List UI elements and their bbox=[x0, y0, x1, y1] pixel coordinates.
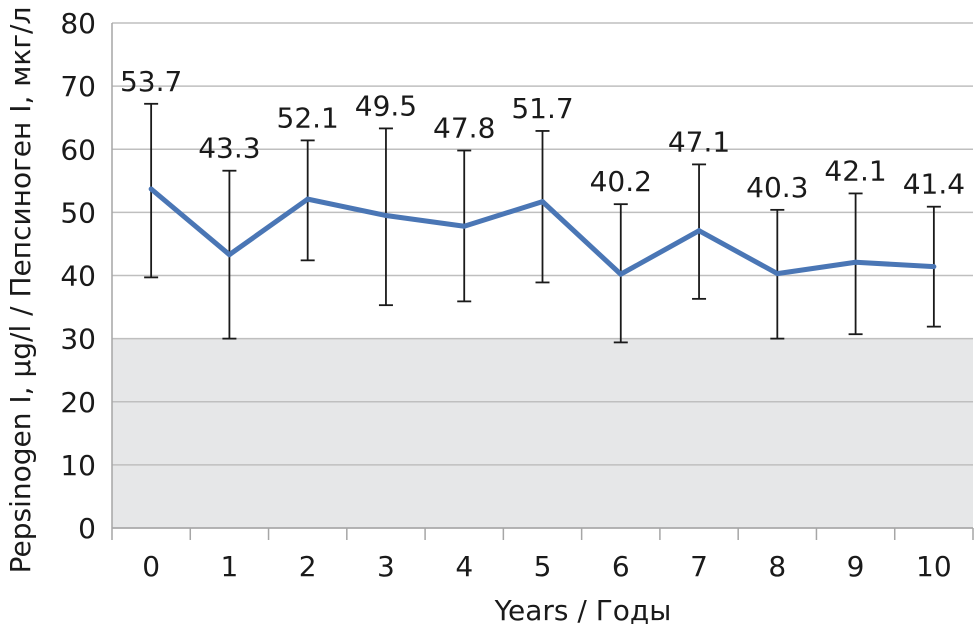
x-tick-2: 2 bbox=[299, 550, 317, 583]
data-label-8: 40.3 bbox=[746, 171, 808, 204]
data-point-4 bbox=[461, 223, 467, 229]
data-label-7: 47.1 bbox=[668, 125, 730, 158]
data-point-1 bbox=[226, 252, 232, 258]
data-label-6: 40.2 bbox=[590, 165, 652, 198]
y-tick-80: 80 bbox=[60, 7, 96, 40]
data-label-4: 47.8 bbox=[433, 112, 495, 145]
data-point-6 bbox=[618, 271, 624, 277]
data-label-9: 42.1 bbox=[824, 154, 886, 187]
data-point-5 bbox=[540, 199, 545, 205]
data-point-7 bbox=[696, 228, 702, 234]
y-tick-20: 20 bbox=[60, 386, 96, 419]
x-tick-9: 9 bbox=[847, 550, 865, 583]
shaded-band bbox=[112, 338, 973, 528]
x-axis-title: Years / Годы bbox=[494, 594, 672, 627]
data-label-1: 43.3 bbox=[198, 132, 260, 165]
data-label-10: 41.4 bbox=[903, 168, 965, 201]
x-tick-8: 8 bbox=[768, 550, 786, 583]
y-tick-40: 40 bbox=[60, 260, 96, 293]
x-tick-6: 6 bbox=[612, 550, 630, 583]
data-point-9 bbox=[853, 259, 859, 265]
y-axis-title: Pepsinogen I, µg/l / Пепсиноген I, мкг/л bbox=[4, 7, 37, 574]
data-label-2: 52.1 bbox=[277, 101, 339, 134]
y-tick-10: 10 bbox=[60, 449, 96, 482]
y-tick-0: 0 bbox=[78, 512, 96, 545]
x-tick-1: 1 bbox=[220, 550, 238, 583]
data-point-10 bbox=[931, 264, 937, 270]
x-tick-5: 5 bbox=[534, 550, 552, 583]
data-point-2 bbox=[305, 196, 311, 202]
x-tick-3: 3 bbox=[377, 550, 395, 583]
y-tick-60: 60 bbox=[60, 133, 96, 166]
data-label-0: 53.7 bbox=[120, 65, 182, 98]
y-tick-labels: 0 10 20 30 40 50 60 70 80 bbox=[60, 7, 96, 545]
x-tick-labels: 0 1 2 3 4 5 6 7 8 9 10 bbox=[142, 550, 951, 583]
x-tick-7: 7 bbox=[690, 550, 708, 583]
data-label-3: 49.5 bbox=[355, 89, 417, 122]
y-tick-70: 70 bbox=[60, 70, 96, 103]
data-label-5: 51.7 bbox=[511, 92, 573, 125]
y-tick-50: 50 bbox=[60, 196, 96, 229]
x-tick-10: 10 bbox=[916, 550, 952, 583]
x-tick-0: 0 bbox=[142, 550, 160, 583]
error-bar-5 bbox=[535, 130, 550, 284]
x-tick-4: 4 bbox=[455, 550, 473, 583]
data-point-0 bbox=[148, 186, 154, 192]
error-bars bbox=[144, 102, 941, 344]
data-labels: 53.7 43.3 52.1 49.5 47.8 51.7 40.2 47.1 40.3 42.1… bbox=[120, 65, 965, 277]
data-point-8 bbox=[774, 271, 780, 277]
data-point-3 bbox=[383, 213, 389, 219]
y-tick-30: 30 bbox=[60, 323, 96, 356]
